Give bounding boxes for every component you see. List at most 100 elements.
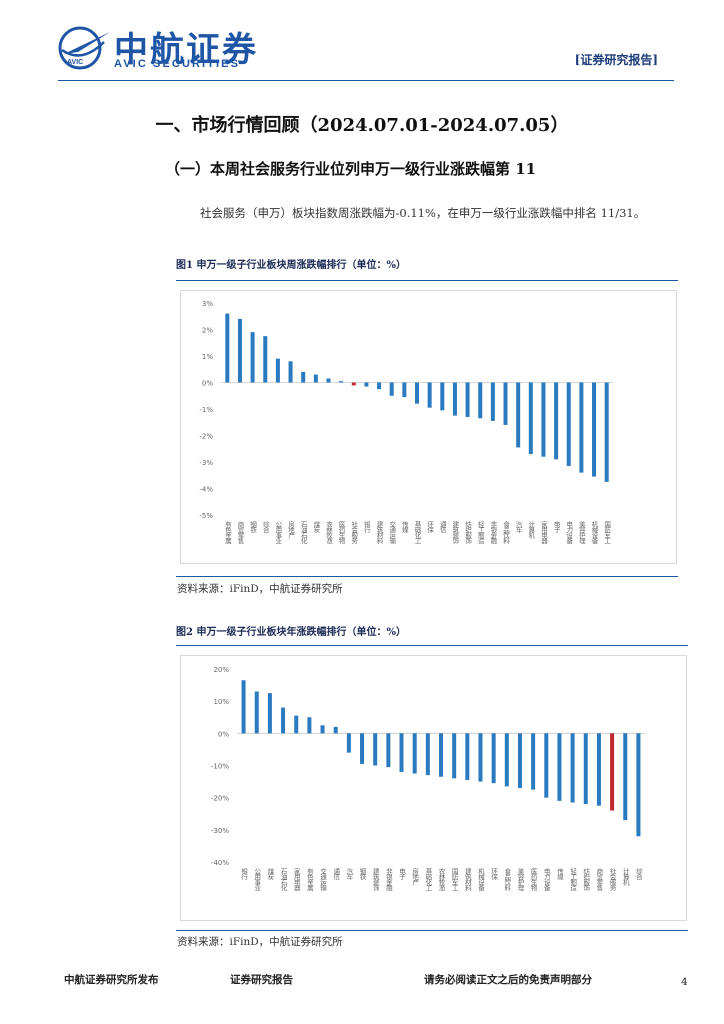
report-tag: [证券研究报告] bbox=[574, 53, 658, 67]
figure1-title: 图1 申万一级子行业板块周涨跌幅排行（单位：%） bbox=[176, 260, 406, 271]
page-number: 4 bbox=[681, 976, 688, 988]
bar bbox=[566, 382, 571, 466]
bar bbox=[241, 680, 246, 734]
bar bbox=[281, 707, 286, 734]
x-tick-label: 食品饮料 bbox=[502, 520, 510, 546]
avic-logo-icon: AVIC bbox=[58, 26, 110, 70]
x-tick-label: 国防军工 bbox=[603, 521, 611, 545]
y-tick-label: 10% bbox=[213, 698, 229, 706]
bar bbox=[225, 313, 230, 383]
x-tick-label: 建筑装饰 bbox=[371, 867, 379, 893]
bar bbox=[288, 361, 293, 383]
x-tick-label: 房地产 bbox=[411, 867, 419, 887]
bar bbox=[402, 382, 407, 398]
x-tick-label: 轻工制造 bbox=[476, 520, 484, 546]
bar bbox=[373, 733, 378, 766]
x-tick-label: 基础化工 bbox=[413, 520, 421, 545]
bar bbox=[254, 691, 259, 734]
figure1-bottom-rule bbox=[176, 576, 678, 577]
y-tick-label: -3% bbox=[199, 459, 213, 467]
bar bbox=[478, 382, 483, 419]
y-tick-label: 20% bbox=[213, 666, 229, 674]
x-tick-label: 公用事业 bbox=[253, 868, 261, 891]
x-tick-label: 环保 bbox=[490, 868, 498, 882]
x-tick-label: 美容护理 bbox=[516, 867, 524, 892]
x-tick-label: 建筑材料 bbox=[463, 867, 471, 893]
bar bbox=[504, 733, 509, 787]
bar bbox=[250, 332, 255, 383]
bar bbox=[351, 382, 356, 386]
footer-disclaimer: 请务必阅读正文之后的免责声明部分 bbox=[424, 974, 592, 986]
bar bbox=[570, 733, 575, 803]
header-divider bbox=[58, 80, 674, 81]
bar bbox=[399, 733, 404, 772]
x-tick-label: 基础化工 bbox=[424, 867, 432, 892]
bar bbox=[557, 733, 562, 801]
x-tick-label: 钢铁 bbox=[358, 868, 366, 882]
x-tick-label: 公用事业 bbox=[274, 521, 282, 544]
x-tick-label: 农林牧渔 bbox=[324, 520, 332, 546]
bar bbox=[528, 382, 533, 455]
figure2-bottom-rule bbox=[176, 930, 688, 931]
x-tick-label: 交通运输 bbox=[319, 867, 327, 893]
y-tick-label: 0% bbox=[218, 730, 229, 738]
bar bbox=[377, 382, 382, 390]
x-tick-label: 非银金融 bbox=[384, 867, 392, 893]
x-tick-label: 建筑装饰 bbox=[451, 520, 459, 546]
bar bbox=[427, 382, 432, 408]
y-tick-label: -10% bbox=[211, 763, 229, 771]
x-tick-label: 商贸零售 bbox=[236, 520, 244, 546]
x-tick-label: 电子 bbox=[552, 520, 560, 534]
bar bbox=[503, 382, 508, 425]
bar bbox=[237, 318, 242, 383]
bar bbox=[346, 733, 351, 753]
bar bbox=[636, 733, 641, 837]
x-tick-label: 农林牧渔 bbox=[437, 867, 445, 893]
x-tick-label: 纺织服饰 bbox=[464, 520, 472, 546]
x-tick-label: 传媒 bbox=[555, 867, 563, 882]
figure1-chart: 3% 2% 1% 0% -1% -2% -3% -4% -5% 有色金属 商贸零售 钢铁 综合 公用事业房… bbox=[180, 290, 677, 564]
bar bbox=[516, 382, 521, 448]
x-tick-label: 有色金属 bbox=[223, 520, 231, 546]
x-tick-label: 建筑材料 bbox=[375, 520, 383, 546]
x-tick-label: 电子 bbox=[398, 867, 406, 881]
y-tick-label: 3% bbox=[202, 300, 213, 308]
figure1-top-rule bbox=[176, 280, 678, 281]
bar bbox=[452, 733, 457, 779]
x-tick-label: 家用电器 bbox=[539, 520, 547, 546]
x-tick-label: 传媒 bbox=[400, 520, 408, 535]
y-tick-label: -20% bbox=[211, 795, 229, 803]
footer-publisher: 中航证券研究所发布 bbox=[64, 974, 159, 986]
x-tick-label: 轻工制造 bbox=[569, 867, 577, 893]
x-tick-label: 通信 bbox=[438, 520, 446, 535]
x-tick-label: 综合 bbox=[634, 867, 642, 882]
logo: AVIC bbox=[58, 24, 258, 74]
x-tick-label: 汽车 bbox=[345, 867, 353, 882]
x-tick-label: 银行 bbox=[240, 867, 248, 882]
footer-report-type: 证券研究报告 bbox=[230, 974, 293, 986]
x-tick-label: 银行 bbox=[362, 520, 370, 535]
bar bbox=[604, 382, 609, 482]
bar bbox=[263, 336, 268, 383]
x-tick-label: 医药生物 bbox=[337, 521, 345, 546]
bar bbox=[596, 733, 601, 806]
figure2-top-rule bbox=[176, 645, 688, 646]
y-tick-label: -30% bbox=[211, 827, 229, 835]
x-tick-label: 家用电器 bbox=[292, 867, 300, 893]
x-tick-label: 钢铁 bbox=[249, 521, 257, 535]
bar bbox=[425, 733, 430, 776]
x-tick-label: 计算机 bbox=[527, 520, 535, 540]
bar bbox=[307, 717, 312, 734]
x-tick-label: 电力设备 bbox=[542, 867, 550, 893]
bar bbox=[364, 382, 369, 387]
bar bbox=[531, 733, 536, 790]
x-tick-label: 环保 bbox=[426, 521, 434, 535]
x-tick-label: 美容护理 bbox=[577, 520, 585, 545]
figure1-svg: 3% 2% 1% 0% -1% -2% -3% -4% -5% 有色金属 商贸零售 钢铁 综合 公用事业房… bbox=[199, 300, 613, 546]
y-tick-label: -40% bbox=[211, 859, 229, 867]
bar bbox=[452, 382, 457, 416]
figure2-title: 图2 申万一级子行业板块年涨跌幅排行（单位：%） bbox=[176, 627, 406, 638]
bar bbox=[583, 733, 588, 805]
x-tick-label: 煤炭 bbox=[312, 520, 320, 535]
x-tick-label: 机械设备 bbox=[476, 867, 484, 893]
